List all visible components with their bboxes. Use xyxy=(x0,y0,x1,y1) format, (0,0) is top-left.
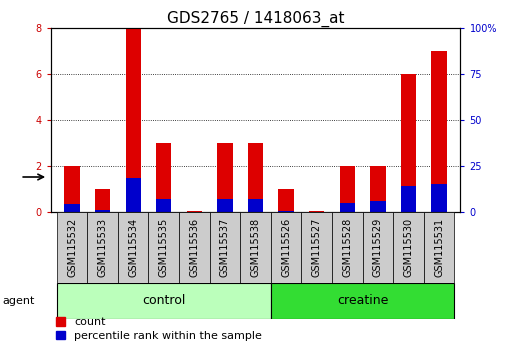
Bar xyxy=(57,283,270,319)
FancyBboxPatch shape xyxy=(209,212,240,283)
Text: control: control xyxy=(142,295,185,307)
Bar xyxy=(156,143,171,212)
FancyBboxPatch shape xyxy=(240,212,270,283)
FancyBboxPatch shape xyxy=(423,212,453,283)
Bar xyxy=(339,203,354,212)
Bar xyxy=(431,184,446,212)
Bar xyxy=(217,199,232,212)
Bar xyxy=(370,166,385,212)
Title: GDS2765 / 1418063_at: GDS2765 / 1418063_at xyxy=(167,11,343,27)
Text: GSM115532: GSM115532 xyxy=(67,218,77,278)
FancyBboxPatch shape xyxy=(362,212,392,283)
Text: GSM115529: GSM115529 xyxy=(372,218,382,278)
FancyBboxPatch shape xyxy=(179,212,209,283)
Bar xyxy=(247,199,263,212)
FancyBboxPatch shape xyxy=(118,212,148,283)
FancyBboxPatch shape xyxy=(57,212,87,283)
Text: GSM115537: GSM115537 xyxy=(220,218,229,278)
Text: GSM115531: GSM115531 xyxy=(433,218,443,278)
FancyBboxPatch shape xyxy=(301,212,331,283)
Bar xyxy=(125,28,140,212)
Bar xyxy=(247,143,263,212)
Bar xyxy=(400,186,415,212)
FancyBboxPatch shape xyxy=(87,212,118,283)
Text: creatine: creatine xyxy=(336,295,387,307)
FancyBboxPatch shape xyxy=(331,212,362,283)
Text: GSM115533: GSM115533 xyxy=(97,218,108,278)
Bar xyxy=(270,283,453,319)
FancyBboxPatch shape xyxy=(148,212,179,283)
Bar xyxy=(278,189,293,212)
Bar xyxy=(95,189,110,212)
Bar xyxy=(186,211,201,212)
Bar xyxy=(370,201,385,212)
Text: GSM115535: GSM115535 xyxy=(159,218,169,278)
Text: GSM115536: GSM115536 xyxy=(189,218,199,278)
Text: GSM115527: GSM115527 xyxy=(311,218,321,278)
Bar xyxy=(339,166,354,212)
Bar xyxy=(217,143,232,212)
Bar xyxy=(431,51,446,212)
Text: GSM115528: GSM115528 xyxy=(341,218,351,278)
Bar xyxy=(64,204,79,212)
Bar xyxy=(125,178,140,212)
Bar xyxy=(156,199,171,212)
Text: GSM115534: GSM115534 xyxy=(128,218,138,278)
FancyBboxPatch shape xyxy=(270,212,301,283)
Bar xyxy=(278,211,293,212)
Text: GSM115526: GSM115526 xyxy=(281,218,290,278)
FancyBboxPatch shape xyxy=(392,212,423,283)
Bar xyxy=(400,74,415,212)
Bar xyxy=(95,210,110,212)
Text: GSM115530: GSM115530 xyxy=(402,218,413,278)
Text: GSM115538: GSM115538 xyxy=(250,218,260,278)
Text: agent: agent xyxy=(3,296,35,306)
Legend: count, percentile rank within the sample: count, percentile rank within the sample xyxy=(56,317,261,341)
Bar xyxy=(309,211,324,212)
Bar xyxy=(64,166,79,212)
